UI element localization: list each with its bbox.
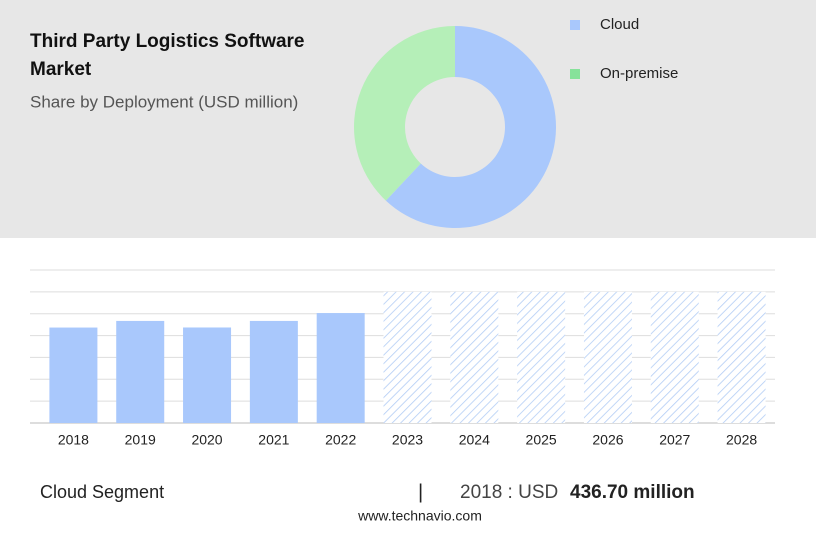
bar — [116, 320, 165, 423]
donut-slice — [354, 25, 455, 201]
x-tick-label: 2022 — [325, 432, 356, 448]
chart-title: Third Party Logistics Software Market — [30, 31, 305, 80]
bar — [316, 313, 365, 423]
footer-segment: Cloud Segment — [40, 482, 164, 502]
bar — [183, 327, 232, 423]
x-tick-label: 2027 — [659, 432, 690, 448]
footer-source: www.technavio.com — [357, 508, 482, 524]
bar — [249, 320, 298, 423]
forecast-bar — [450, 291, 499, 423]
x-tick-label: 2018 — [58, 432, 89, 448]
x-tick-label: 2020 — [191, 432, 222, 448]
legend-label: Cloud — [600, 16, 639, 33]
x-tick-label: 2019 — [125, 432, 156, 448]
legend-swatch — [570, 20, 580, 30]
footer-amount: 436.70 million — [570, 482, 695, 503]
x-tick-label: 2026 — [592, 432, 623, 448]
forecast-bar — [383, 291, 432, 423]
footer-period: 2018 : USD — [460, 482, 558, 503]
footer-separator: | — [418, 481, 423, 503]
bar — [49, 327, 98, 423]
x-tick-label: 2028 — [726, 432, 757, 448]
title-box: Third Party Logistics Software Market — [30, 31, 305, 80]
legend-swatch — [570, 69, 580, 79]
x-tick-label: 2024 — [459, 432, 490, 448]
legend-label: On-premise — [600, 65, 678, 82]
x-tick-label: 2021 — [258, 432, 289, 448]
donut-slice — [385, 26, 557, 228]
charts: Cloud On-premise 2018 2019 2020 2021 2022 2023 2… — [30, 16, 775, 448]
forecast-bar — [583, 291, 632, 423]
forecast-bar — [717, 291, 766, 423]
chart-subtitle: Share by Deployment (USD million) — [30, 92, 298, 111]
forecast-bar — [650, 291, 699, 423]
x-tick-label: 2025 — [526, 432, 557, 448]
x-tick-label: 2023 — [392, 432, 423, 448]
forecast-bar — [517, 291, 566, 423]
